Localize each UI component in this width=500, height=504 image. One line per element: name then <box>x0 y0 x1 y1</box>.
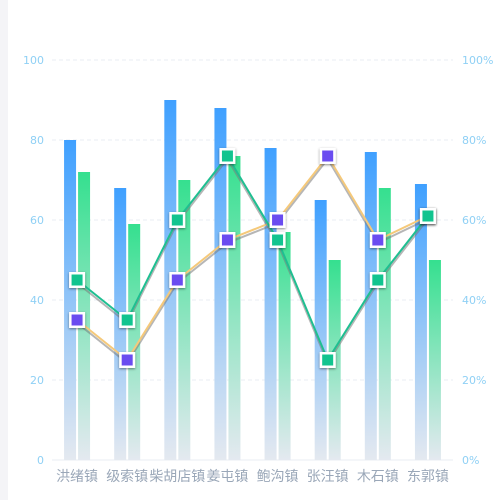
marker-series1-级索镇 <box>121 354 133 366</box>
bar-series1-东郭镇 <box>414 184 427 460</box>
marker-series2-张汪镇 <box>322 354 334 366</box>
y-left-tick-label: 60 <box>30 214 44 227</box>
line-shadow-series2 <box>76 157 429 366</box>
x-category-label: 级索镇 <box>106 468 148 485</box>
x-category-label: 柴胡店镇 <box>149 469 205 485</box>
y-left-tick-label: 40 <box>30 294 44 307</box>
line-series1 <box>76 154 429 362</box>
bar-series2-鲍沟镇 <box>278 232 291 460</box>
y-right-tick-label: 100% <box>462 54 493 67</box>
y-right-tick-label: 0% <box>462 454 479 467</box>
left-panel-edge <box>0 0 8 500</box>
marker-series2-东郭镇 <box>422 210 434 222</box>
bar-series1-鲍沟镇 <box>264 148 277 460</box>
y-left-tick-label: 20 <box>30 374 44 387</box>
marker-series1-姜屯镇 <box>221 234 233 246</box>
x-category-label: 鲍沟镇 <box>257 469 299 485</box>
y-left-tick-label: 0 <box>37 454 44 467</box>
bar-series2-姜屯镇 <box>228 156 241 460</box>
bar-series2-柴胡店镇 <box>178 180 191 460</box>
axes: 0 0% 20 20% 40 40% 60 60% 80 80% 100 100% 洪绪镇 级索镇 柴胡店镇… <box>23 54 493 485</box>
marker-series2-级索镇 <box>121 314 133 326</box>
y-right-tick-label: 60% <box>462 214 486 227</box>
marker-series2-鲍沟镇 <box>272 234 284 246</box>
marker-series1-张汪镇 <box>322 150 334 162</box>
x-category-label: 东郭镇 <box>407 468 449 485</box>
marker-series2-柴胡店镇 <box>171 214 183 226</box>
line-series2 <box>76 154 429 363</box>
marker-series1-洪绪镇 <box>71 314 83 326</box>
x-category-label: 洪绪镇 <box>56 469 98 485</box>
y-right-tick-label: 20% <box>462 374 486 387</box>
x-category-label: 张汪镇 <box>307 469 349 485</box>
bar-series1-洪绪镇 <box>64 140 77 460</box>
marker-series2-姜屯镇 <box>221 150 233 162</box>
marker-series1-柴胡店镇 <box>171 274 183 286</box>
bar-series2-级索镇 <box>128 224 141 460</box>
y-left-tick-label: 100 <box>23 54 44 67</box>
x-category-label: 木石镇 <box>357 469 399 485</box>
x-category-label: 姜屯镇 <box>206 469 248 485</box>
y-left-tick-label: 80 <box>30 134 44 147</box>
bar-series1-张汪镇 <box>314 200 327 460</box>
bar-series2-东郭镇 <box>428 260 441 460</box>
y-right-tick-label: 40% <box>462 294 486 307</box>
lines <box>69 148 436 368</box>
y-right-tick-label: 80% <box>462 134 486 147</box>
marker-series2-洪绪镇 <box>71 274 83 286</box>
marker-series1-鲍沟镇 <box>272 214 284 226</box>
marker-series1-木石镇 <box>372 234 384 246</box>
bar-series1-木石镇 <box>364 152 377 460</box>
line-shadow-series1 <box>76 157 429 365</box>
bar-series2-木石镇 <box>378 188 391 460</box>
marker-series2-木石镇 <box>372 274 384 286</box>
bar-series1-姜屯镇 <box>214 108 227 460</box>
